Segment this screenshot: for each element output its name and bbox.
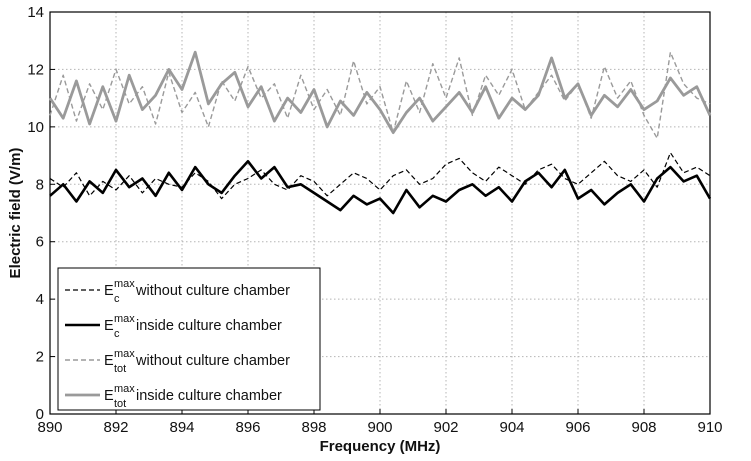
legend-subscript: c xyxy=(114,293,120,305)
y-axis-label: Electric field (V/m) xyxy=(7,148,24,279)
y-tick-label: 8 xyxy=(36,176,44,193)
y-tick-label: 4 xyxy=(36,291,44,308)
x-tick-label: 906 xyxy=(565,419,590,436)
x-tick-label: 898 xyxy=(301,419,326,436)
legend-label: inside culture chamber xyxy=(136,318,282,334)
x-tick-label: 890 xyxy=(37,419,62,436)
legend-symbol: E xyxy=(104,353,114,369)
legend-label: inside culture chamber xyxy=(136,388,282,404)
legend-subscript: tot xyxy=(114,363,126,375)
grid xyxy=(50,12,710,414)
y-tick-label: 2 xyxy=(36,349,44,366)
legend-subscript: tot xyxy=(114,398,126,410)
x-tick-label: 904 xyxy=(499,419,524,436)
axis-ticks: 890 892 894 896 898 900 902 904 906 908 910 0 2 4 6 8 10… xyxy=(27,4,722,436)
y-tick-label: 6 xyxy=(36,234,44,251)
x-tick-label: 908 xyxy=(631,419,656,436)
x-tick-label: 896 xyxy=(235,419,260,436)
legend-symbol: E xyxy=(104,388,114,404)
legend-superscript: max xyxy=(114,348,135,360)
y-tick-label: 10 xyxy=(27,119,44,136)
legend-superscript: max xyxy=(114,383,135,395)
legend-symbol: E xyxy=(104,318,114,334)
x-tick-label: 910 xyxy=(697,419,722,436)
legend-subscript: c xyxy=(114,328,120,340)
y-tick-label: 14 xyxy=(27,4,44,21)
x-axis-label: Frequency (MHz) xyxy=(320,438,441,455)
series-line-1 xyxy=(49,152,711,200)
series-line-3 xyxy=(49,51,711,140)
series-group xyxy=(48,50,712,215)
x-tick-label: 900 xyxy=(367,419,392,436)
x-tick-label: 892 xyxy=(103,419,128,436)
series-line-4 xyxy=(48,50,712,135)
series-line-2 xyxy=(49,160,712,215)
y-tick-label: 0 xyxy=(36,406,44,423)
legend-superscript: max xyxy=(114,278,135,290)
legend-superscript: max xyxy=(114,313,135,325)
legend-label: without culture chamber xyxy=(135,353,290,369)
legend-box xyxy=(57,267,321,411)
legend-label: without culture chamber xyxy=(135,283,290,299)
y-tick-label: 12 xyxy=(27,61,44,78)
legend-symbol: E xyxy=(104,283,114,299)
x-tick-label: 902 xyxy=(433,419,458,436)
x-tick-label: 894 xyxy=(169,419,194,436)
